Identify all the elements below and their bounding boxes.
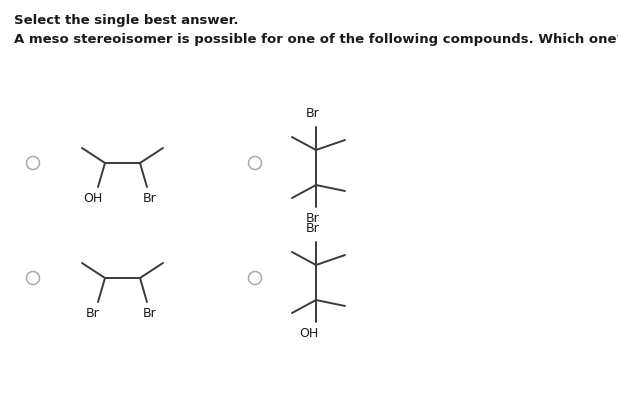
Text: Br: Br: [306, 212, 320, 224]
Text: OH: OH: [83, 192, 103, 205]
Text: OH: OH: [299, 326, 319, 339]
Text: Br: Br: [306, 106, 320, 120]
Text: Br: Br: [306, 222, 320, 235]
Text: Br: Br: [143, 307, 157, 319]
Text: A meso stereoisomer is possible for one of the following compounds. Which one?: A meso stereoisomer is possible for one …: [14, 33, 618, 46]
Text: Br: Br: [143, 192, 157, 205]
Text: Br: Br: [86, 307, 100, 319]
Text: Select the single best answer.: Select the single best answer.: [14, 14, 239, 27]
